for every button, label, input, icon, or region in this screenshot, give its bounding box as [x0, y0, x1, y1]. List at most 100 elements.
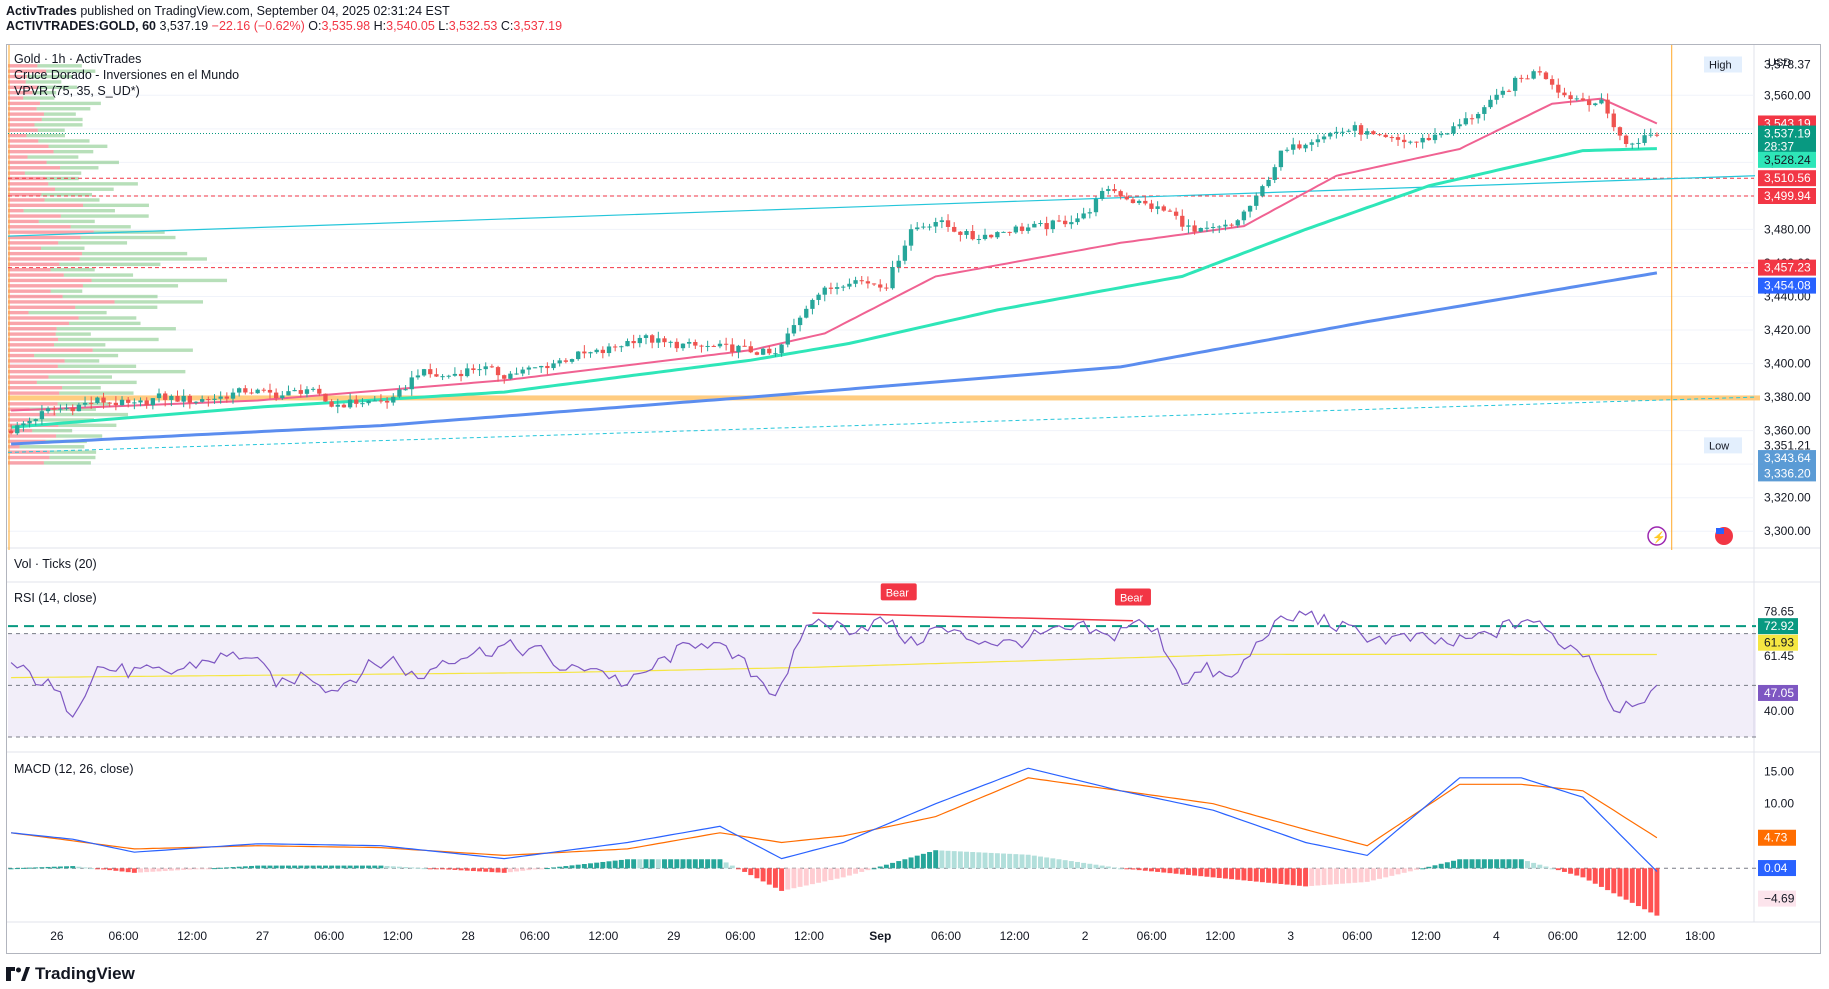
macd-histogram-bar	[20, 867, 26, 869]
vpvr-bar-down	[8, 434, 57, 438]
candle-body	[631, 341, 636, 344]
macd-histogram-bar	[699, 859, 704, 869]
candle-body	[989, 234, 994, 238]
vpvr-bar-up	[26, 74, 74, 79]
rsi-badge-label: 47.05	[1764, 686, 1794, 700]
macd-histogram-bar	[625, 859, 630, 869]
candle-body	[1106, 189, 1111, 191]
macd-histogram-bar	[298, 865, 304, 869]
candle-body	[323, 393, 328, 402]
vpvr-bar-up	[32, 428, 73, 433]
candle-body	[169, 395, 174, 400]
price-badge	[1758, 125, 1816, 142]
candle-body	[908, 229, 914, 246]
time-tick-label: 12:00	[794, 929, 824, 943]
macd-histogram-bar	[1648, 868, 1654, 913]
vpvr-legend: VPVR (75, 35, S_UD*)	[14, 84, 140, 98]
vpvr-bar-up	[37, 85, 78, 89]
candle-body	[1371, 131, 1376, 135]
candle-body	[1531, 71, 1536, 79]
macd-histogram-bar	[1266, 868, 1272, 883]
candle-body	[1032, 223, 1037, 228]
macd-histogram-bar	[1537, 864, 1543, 869]
macd-histogram-bar	[791, 868, 797, 889]
vpvr-bar-down	[8, 294, 63, 299]
time-tick-label: 06:00	[1137, 929, 1167, 943]
candle-body	[1469, 118, 1475, 120]
candle-body	[841, 286, 846, 288]
macd-histogram-bar	[779, 868, 785, 891]
macd-histogram-bar	[520, 868, 526, 871]
macd-histogram-bar	[883, 864, 889, 869]
candle-body	[200, 399, 205, 402]
candle-body	[372, 400, 377, 402]
published-text: published on TradingView.com, September …	[80, 4, 450, 18]
vpvr-bar-up	[43, 112, 76, 116]
macd-histogram-bar	[286, 865, 291, 869]
vpvr-bar-up	[37, 64, 82, 68]
macd-histogram-bar	[477, 868, 483, 872]
candle-body	[958, 231, 963, 235]
candle-body	[1210, 226, 1216, 228]
macd-histogram-bar	[1346, 868, 1352, 884]
macd-histogram-bar	[218, 867, 224, 869]
macd-badge-label: 4.73	[1764, 831, 1788, 845]
candle-body	[699, 345, 704, 347]
macd-histogram-bar	[1303, 868, 1309, 887]
candle-body	[1525, 78, 1530, 80]
macd-histogram-bar	[1457, 859, 1463, 869]
macd-histogram-bar	[495, 868, 501, 873]
candle-body	[261, 389, 266, 391]
macd-histogram-bar	[1623, 868, 1629, 900]
price-badge	[1758, 151, 1816, 168]
macd-histogram-bar	[1364, 868, 1370, 882]
candle-body	[206, 399, 211, 401]
macd-histogram-bar	[1204, 868, 1210, 877]
candle-body	[1266, 179, 1271, 187]
vpvr-bar-up	[34, 353, 119, 358]
vpvr-bar-up	[27, 155, 79, 159]
candle-body	[508, 373, 513, 379]
macd-histogram-bar	[341, 865, 347, 869]
macd-histogram-bar	[1451, 860, 1456, 869]
macd-histogram-bar	[1321, 868, 1327, 886]
candle-body	[403, 389, 408, 391]
macd-histogram-bar	[1229, 868, 1235, 880]
candle-body	[1543, 72, 1549, 80]
macd-histogram-bar	[711, 859, 717, 869]
macd-histogram-bar	[113, 868, 119, 871]
vpvr-bar-up	[79, 257, 207, 261]
candle-body	[82, 402, 88, 405]
candle-body	[588, 352, 593, 354]
vpvr-bar-up	[41, 117, 83, 122]
candle-body	[730, 344, 735, 353]
macd-histogram-bar	[662, 859, 667, 869]
time-tick-label: 12:00	[177, 929, 207, 943]
macd-histogram-bar	[384, 865, 390, 869]
rsi-badge-label: 61.93	[1764, 636, 1794, 650]
currency-label: USD	[1768, 57, 1791, 69]
ema-mid-line	[10, 147, 1657, 429]
candle-body	[964, 231, 969, 235]
vpvr-bar-down	[8, 74, 27, 79]
vpvr-bar-down	[8, 305, 76, 309]
candle-body	[89, 402, 94, 404]
candle-body	[643, 335, 649, 338]
candle-body	[267, 389, 273, 393]
macd-histogram-bar	[267, 865, 273, 869]
macd-histogram-bar	[723, 862, 729, 869]
macd-histogram-bar	[224, 867, 230, 869]
price-tick-label: 3,560.00	[1764, 88, 1811, 102]
time-tick-label: 06:00	[520, 929, 550, 943]
high-value: 3,578.37	[1764, 57, 1811, 71]
vpvr-bar-up	[49, 450, 97, 454]
vpvr-bar-up	[38, 139, 90, 143]
rsi-badge	[1758, 618, 1798, 635]
vpvr-bar-up	[24, 171, 82, 175]
macd-histogram-bar	[64, 866, 70, 869]
macd-histogram-bar	[82, 867, 88, 869]
macd-histogram-bar	[920, 853, 926, 869]
candle-body	[927, 226, 932, 228]
vpvr-bar-down	[8, 455, 50, 460]
